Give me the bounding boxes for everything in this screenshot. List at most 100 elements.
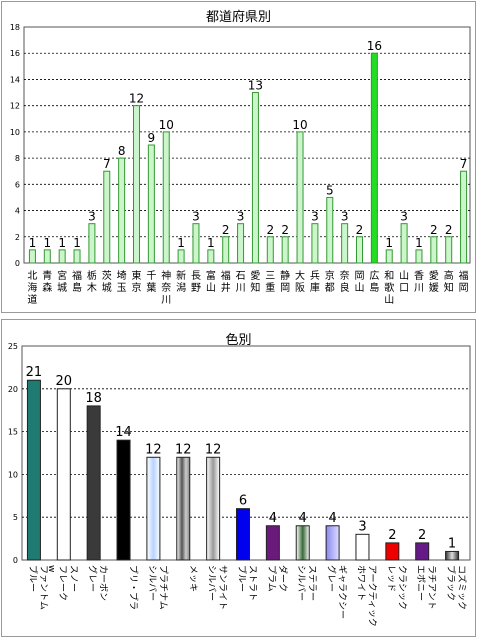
data-label-千葉: 9: [148, 131, 156, 145]
bar-石川: [237, 223, 245, 264]
bar-山口: [400, 223, 408, 264]
data-label-クラシック レッド: 2: [388, 528, 396, 543]
bar-プラチナム シルバー: [146, 456, 161, 561]
data-label-茨城: 7: [103, 157, 111, 171]
bar-三重: [266, 236, 274, 264]
x-tick-label-東京: 東京: [132, 269, 142, 294]
x-tick-label-ダーク プラム: ダークプラム: [266, 565, 289, 592]
prefecture-chart-title: 都道府県別: [205, 10, 271, 25]
x-tick-label-スノー フレーク w: スノーフレークw: [46, 565, 78, 601]
data-label-アークティック ホワイト: 3: [358, 519, 366, 534]
data-label-新潟: 1: [177, 236, 185, 250]
x-tick-label-福井: 福井: [221, 269, 231, 294]
color-chart-title: 色別: [225, 333, 252, 348]
bar-北海道: [28, 249, 36, 264]
x-tick-label-大阪: 大阪: [295, 269, 305, 294]
bar-福岡: [460, 170, 468, 264]
x-tick-label-高知: 高知: [444, 269, 454, 294]
data-label-メッキ: 12: [175, 442, 192, 457]
data-label-宮城: 1: [58, 236, 66, 250]
x-tick-label-プラチナム シルバー: プラチナムシルバー: [146, 565, 168, 610]
data-label-栃木: 3: [88, 210, 96, 224]
data-label-長野: 3: [192, 210, 200, 224]
data-label-山口: 3: [400, 210, 408, 224]
data-label-プラチナム シルバー: 12: [145, 442, 162, 457]
data-label-ラチアント エボニー: 2: [418, 528, 426, 543]
x-tick-label-栃木: 栃木: [87, 269, 97, 294]
y-tick-label: 8: [15, 154, 20, 163]
x-tick-label-福島: 福島: [72, 269, 82, 294]
bar-アークティック ホワイト: [355, 533, 370, 561]
bar-茨城: [103, 170, 111, 264]
bar-兵庫: [311, 223, 319, 264]
data-label-カーボン グレー: 18: [85, 391, 102, 406]
y-tick-label: 0: [13, 556, 18, 565]
bar-愛知: [251, 92, 259, 264]
data-label-静岡: 2: [281, 223, 289, 237]
data-label-埼玉: 8: [118, 144, 126, 158]
bar-福井: [222, 236, 230, 264]
bar-メッキ: [176, 456, 191, 561]
bar-千葉: [147, 144, 155, 264]
data-label-青森: 1: [43, 236, 51, 250]
x-tick-label-埼玉: 埼玉: [117, 269, 127, 294]
data-label-ブリ・ブラ: 14: [115, 425, 132, 440]
x-tick-label-千葉: 千葉: [146, 270, 156, 294]
x-tick-label-愛媛: 愛媛: [429, 269, 439, 294]
bar-ステラー シルバー: [295, 525, 310, 561]
x-tick-label-香川: 香川: [414, 270, 424, 294]
bar-青森: [43, 249, 51, 264]
y-tick-label: 10: [8, 470, 18, 479]
data-label-ファントム ブルー: 21: [26, 365, 43, 380]
bar-福島: [73, 249, 81, 264]
data-label-香川: 1: [415, 236, 423, 250]
bar-大阪: [296, 131, 304, 264]
data-label-ギャラクシー グレー: 4: [328, 511, 336, 526]
data-label-大阪: 10: [292, 118, 307, 132]
bar-スノー フレーク w: [56, 388, 71, 561]
bar-岡山: [356, 236, 363, 264]
bar-京都: [326, 196, 334, 264]
data-label-北海道: 1: [29, 236, 37, 250]
y-tick-label: 14: [10, 75, 20, 84]
data-label-福岡: 7: [460, 157, 468, 171]
bar-東京: [133, 105, 140, 264]
bar-静岡: [281, 236, 289, 264]
data-label-福島: 1: [73, 236, 81, 250]
x-tick-label-京都: 京都: [325, 269, 335, 294]
data-label-コズミック ブラック: 1: [448, 536, 456, 551]
x-tick-label-クラシック レッド: クラシックレッド: [385, 565, 407, 610]
bar-ラチアント エボニー: [415, 542, 430, 561]
x-tick-label-ストラト ブルー: ストラトブルー: [236, 565, 258, 601]
bar-長野: [192, 223, 200, 264]
x-tick-label-メッキ: メッキ: [187, 565, 197, 592]
x-tick-label-カーボン グレー: カーボングレー: [87, 565, 109, 601]
y-tick-label: 10: [10, 128, 20, 137]
data-label-京都: 5: [326, 183, 334, 197]
bar-神奈川: [162, 131, 170, 264]
bar-宮城: [58, 249, 66, 264]
bar-ストラト ブルー: [236, 508, 250, 561]
x-tick-label-ステラー シルバー: ステラーシルバー: [296, 565, 318, 601]
x-tick-label-三重: 三重: [265, 271, 275, 294]
data-label-東京: 12: [129, 92, 144, 106]
x-tick-label-広島: 広島: [369, 269, 379, 294]
data-label-高知: 2: [445, 223, 453, 237]
bar-ブリ・ブラ: [116, 439, 131, 561]
bar-和歌山: [385, 249, 393, 264]
y-tick-label: 5: [13, 513, 18, 522]
bar-新潟: [177, 249, 185, 264]
prefecture-bar-chart: 0246810121416181北海道1青森1宮城1福島3栃木7茨城8埼玉12東…: [10, 23, 471, 306]
bar-コズミック ブラック: [445, 550, 460, 561]
y-tick-label: 18: [10, 23, 20, 32]
plot-area: [23, 26, 471, 264]
data-label-広島: 16: [367, 39, 382, 53]
y-tick-label: 15: [8, 428, 18, 437]
bar-富山: [207, 249, 215, 264]
x-tick-label-長野: 長野: [191, 270, 201, 294]
x-tick-label-愛知: 愛知: [250, 269, 260, 294]
x-tick-label-富山: 富山: [206, 269, 216, 294]
data-label-ステラー シルバー: 4: [299, 511, 307, 526]
y-tick-label: 12: [10, 102, 20, 111]
y-tick-label: 0: [15, 259, 20, 268]
